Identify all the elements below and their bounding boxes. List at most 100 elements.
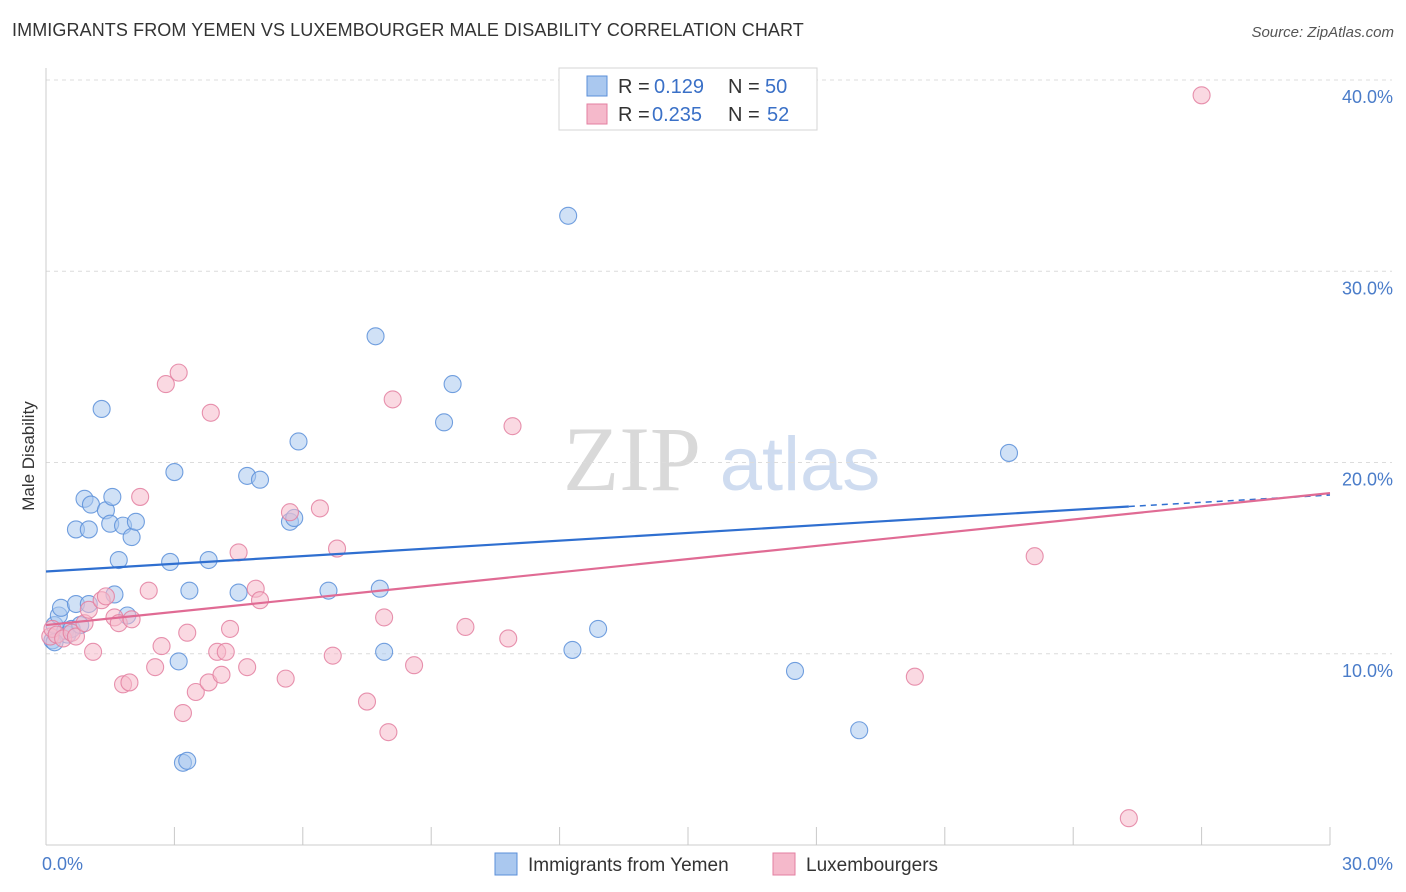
point-lux-21	[169, 363, 188, 382]
y-tick-label-2: 30.0%	[1342, 278, 1393, 298]
point-yemen-12	[92, 399, 111, 419]
point-lux-32	[238, 658, 257, 677]
legend-n-value-lux: 52	[767, 104, 789, 126]
x-tick-label-1: 30.0%	[1342, 854, 1393, 874]
point-lux-18	[146, 658, 165, 677]
point-lux-42	[379, 723, 398, 742]
point-lux-41	[375, 608, 394, 627]
point-lux-37	[310, 499, 329, 518]
point-yemen-41	[434, 413, 454, 432]
y-axis-label: Male Disability	[19, 401, 38, 511]
point-yemen-23	[79, 520, 98, 539]
point-yemen-39	[366, 327, 385, 346]
point-lux-26	[201, 403, 220, 422]
legend-r-value-yemen: 0.129	[654, 76, 704, 98]
point-lux-44	[405, 656, 424, 675]
legend-bottom-label-lux: Luxembourgers	[806, 855, 938, 876]
point-lux-30	[220, 619, 240, 638]
legend-bottom-label-yemen: Immigrants from Yemen	[528, 855, 729, 876]
point-yemen-25	[165, 463, 184, 482]
point-lux-24	[186, 682, 205, 702]
point-yemen-43	[559, 206, 578, 225]
legend-bottom: Immigrants from Yemen Luxembourgers	[494, 852, 938, 876]
point-yemen-30	[199, 550, 218, 570]
point-lux-28	[212, 665, 231, 684]
point-yemen-45	[589, 619, 608, 638]
point-yemen-24	[161, 552, 180, 572]
point-lux-40	[357, 692, 377, 711]
point-lux-16	[131, 487, 150, 506]
scatter-points	[41, 86, 1211, 828]
legend-n-value-yemen: 50	[765, 76, 787, 98]
point-lux-48	[905, 667, 924, 686]
point-yemen-17	[109, 550, 128, 570]
point-yemen-28	[178, 751, 197, 770]
point-lux-35	[276, 669, 295, 688]
trend-line-lux	[45, 492, 1331, 627]
point-lux-50	[1119, 809, 1138, 828]
point-yemen-44	[563, 640, 582, 659]
watermark-zip: ZIP	[563, 408, 701, 510]
point-yemen-26	[169, 652, 188, 671]
point-yemen-21	[126, 512, 145, 531]
legend-r-label-lux: R =	[618, 104, 650, 126]
point-lux-34	[250, 591, 270, 610]
point-lux-5	[66, 627, 86, 646]
watermark-atlas: atlas	[720, 422, 881, 507]
chart-title: IMMIGRANTS FROM YEMEN VS LUXEMBOURGER MA…	[12, 20, 804, 40]
point-lux-22	[173, 703, 193, 723]
point-lux-20	[156, 375, 175, 394]
point-yemen-38	[370, 579, 389, 598]
point-lux-17	[139, 581, 158, 600]
point-lux-36	[280, 503, 300, 522]
point-lux-29	[216, 642, 235, 661]
legend-n-label-yemen: N =	[728, 76, 760, 98]
grid-lines	[46, 79, 1392, 655]
point-lux-10	[96, 587, 115, 606]
y-tick-labels: 10.0% 20.0% 30.0% 40.0%	[1342, 87, 1393, 681]
legend-swatch-yemen	[586, 75, 608, 97]
point-yemen-47	[850, 721, 869, 740]
axes	[45, 68, 1331, 846]
y-tick-label-0: 10.0%	[1342, 661, 1393, 681]
point-yemen-40	[375, 642, 394, 661]
point-yemen-20	[122, 528, 141, 547]
legend-bottom-swatch-yemen	[494, 852, 518, 876]
point-lux-38	[323, 646, 342, 665]
trend-line-yemen	[45, 505, 1129, 573]
y-tick-label-1: 20.0%	[1342, 470, 1393, 490]
x-tick-label-0: 0.0%	[42, 854, 83, 874]
legend-r-value-lux: 0.235	[652, 104, 702, 126]
point-lux-45	[456, 617, 475, 637]
point-yemen-33	[250, 470, 270, 489]
point-lux-7	[79, 600, 98, 619]
legend-top: R = 0.129 N = 50 R = 0.235 N = 52	[558, 67, 818, 131]
point-yemen-42	[443, 375, 462, 394]
point-lux-51	[1192, 86, 1211, 105]
legend-r-label-yemen: R =	[618, 76, 650, 98]
source-credit: Source: ZipAtlas.com	[1251, 24, 1394, 41]
legend-bottom-swatch-lux	[772, 852, 796, 876]
trend-lines	[45, 492, 1331, 627]
point-yemen-31	[229, 583, 248, 602]
legend-swatch-lux	[586, 103, 608, 125]
y-tick-label-3: 40.0%	[1342, 87, 1393, 107]
legend-n-label-lux: N =	[728, 104, 760, 126]
point-yemen-29	[180, 581, 199, 600]
point-yemen-46	[785, 661, 805, 681]
point-lux-46	[499, 629, 518, 648]
point-lux-23	[178, 623, 197, 642]
x-tick-labels: 0.0% 30.0%	[42, 854, 1393, 874]
point-lux-31	[229, 543, 248, 562]
point-lux-49	[1025, 547, 1044, 566]
point-lux-43	[383, 390, 402, 409]
point-lux-14	[120, 673, 139, 692]
point-yemen-48	[999, 443, 1019, 462]
point-yemen-36	[289, 432, 308, 451]
point-yemen-3	[51, 598, 71, 617]
point-lux-19	[152, 637, 171, 656]
point-yemen-15	[103, 487, 122, 506]
point-lux-47	[503, 417, 522, 436]
point-lux-8	[84, 642, 103, 661]
